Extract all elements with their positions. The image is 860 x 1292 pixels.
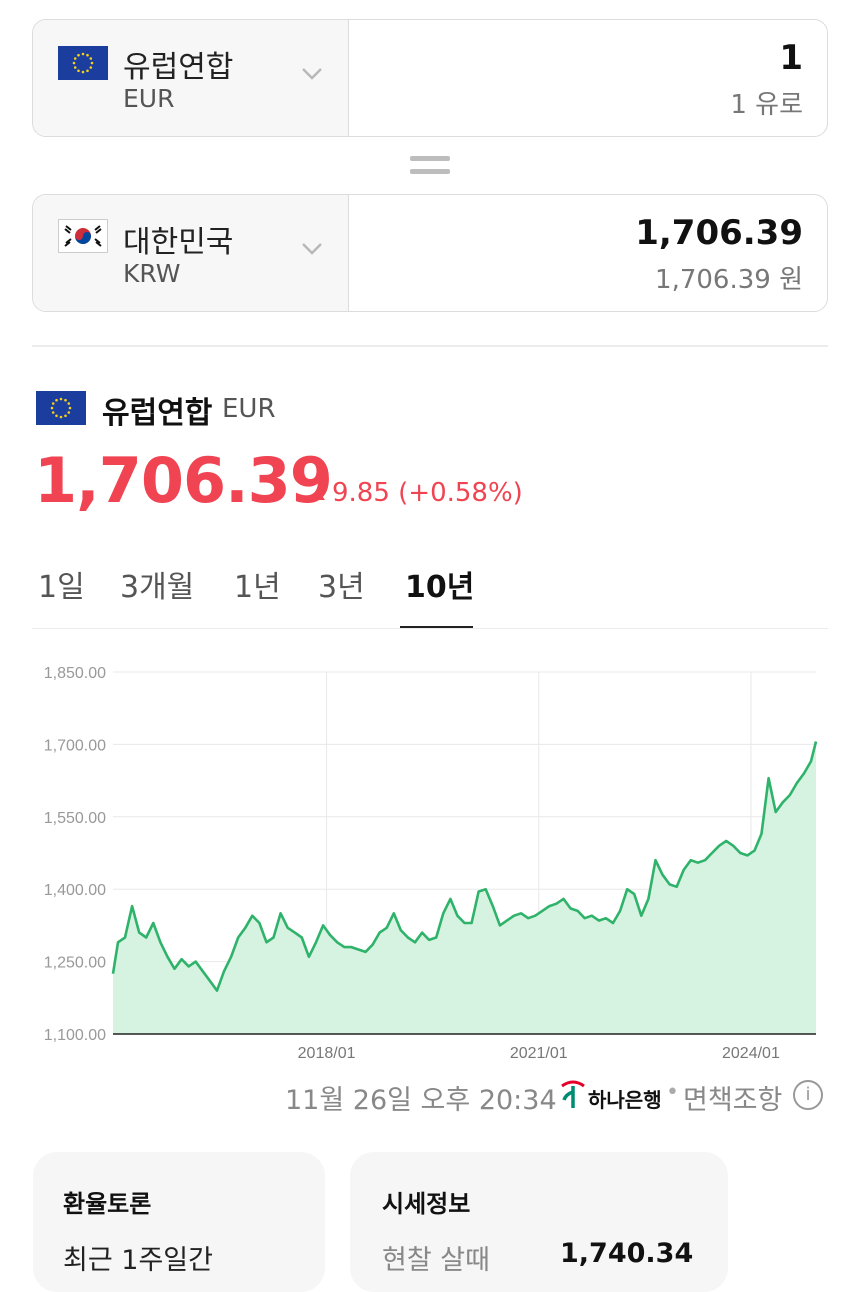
- card-value: 1,740.34: [560, 1238, 694, 1269]
- eu-flag-icon: [36, 391, 86, 425]
- y-tick-label: 1,400.00: [44, 882, 106, 899]
- active-tab-indicator: [400, 626, 473, 629]
- x-tick-label: 2018/01: [298, 1045, 356, 1062]
- to-currency-row: 대한민국 KRW 1,706.39 1,706.39 원: [32, 194, 828, 312]
- to-amount-text: 1,706.39 원: [655, 265, 803, 295]
- eu-flag-icon: [58, 46, 108, 80]
- tabs-divider: [32, 628, 828, 629]
- card-title: 환율토론: [63, 1190, 152, 1218]
- rate-value: 1,706.39: [34, 444, 333, 517]
- kr-flag-icon: [58, 219, 108, 253]
- up-triangle-icon: [310, 486, 326, 505]
- x-tick-label: 2024/01: [722, 1045, 780, 1062]
- y-tick-label: 1,250.00: [44, 955, 106, 972]
- info-icon[interactable]: i: [793, 1080, 823, 1110]
- equals-icon: [410, 156, 450, 176]
- tab-1y[interactable]: 1년: [234, 570, 281, 605]
- y-tick-label: 1,100.00: [44, 1027, 106, 1044]
- y-tick-label: 1,550.00: [44, 810, 106, 827]
- from-currency-row: 유럽연합 EUR 1 1 유로: [32, 19, 828, 137]
- from-currency-code: EUR: [123, 84, 175, 113]
- tab-3m[interactable]: 3개월: [120, 570, 195, 605]
- tab-10y[interactable]: 10년: [405, 570, 475, 605]
- separator-dot: •: [666, 1080, 679, 1105]
- rate-currency-name: 유럽연합: [102, 396, 213, 431]
- card-text: 최근 1주일간: [63, 1245, 213, 1276]
- y-tick-label: 1,850.00: [44, 665, 106, 682]
- to-currency-selector[interactable]: 대한민국 KRW: [33, 195, 349, 311]
- y-tick-label: 1,700.00: [44, 737, 106, 754]
- update-timestamp: 11월 26일 오후 20:34: [285, 1085, 557, 1116]
- to-currency-code: KRW: [123, 259, 181, 288]
- chart-area-fill: [113, 741, 816, 1034]
- hana-bank-logo-icon: [560, 1080, 586, 1114]
- x-tick-label: 2021/01: [510, 1045, 568, 1062]
- chevron-down-icon[interactable]: [301, 241, 323, 260]
- tab-3y[interactable]: 3년: [318, 570, 365, 605]
- bank-name: 하나은행: [588, 1088, 662, 1112]
- card-title: 시세정보: [382, 1190, 471, 1218]
- from-amount-text: 1 유로: [730, 90, 803, 120]
- to-currency-name: 대한민국: [123, 225, 234, 260]
- discussion-card[interactable]: 환율토론 최근 1주일간: [33, 1152, 325, 1292]
- to-amount-value[interactable]: 1,706.39: [635, 213, 803, 253]
- disclaimer-link[interactable]: 면책조항: [683, 1085, 783, 1116]
- chevron-down-icon[interactable]: [301, 66, 323, 85]
- price-info-card[interactable]: 시세정보 현찰 살때 1,740.34: [350, 1152, 728, 1292]
- exchange-rate-chart[interactable]: 1,850.00 1,700.00 1,550.00 1,400.00 1,250.00…: [0, 640, 860, 1070]
- from-currency-selector[interactable]: 유럽연합 EUR: [33, 20, 349, 136]
- from-currency-name: 유럽연합: [123, 50, 234, 85]
- section-divider: [32, 345, 828, 347]
- rate-currency-code: EUR: [222, 394, 276, 424]
- tab-1d[interactable]: 1일: [38, 570, 85, 605]
- rate-change: 9.85 (+0.58%): [332, 478, 523, 508]
- from-amount-input[interactable]: 1: [779, 38, 803, 78]
- chart-series-line: [111, 741, 818, 992]
- card-label: 현찰 살때: [382, 1245, 490, 1276]
